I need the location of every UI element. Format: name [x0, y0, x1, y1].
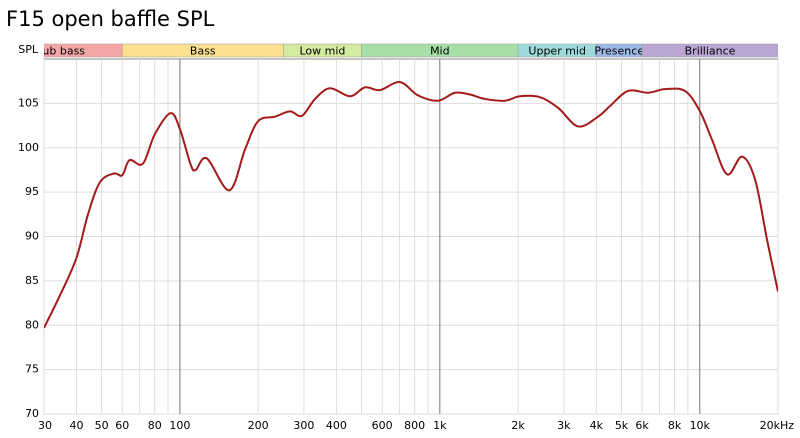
chart-title: F15 open baffle SPL	[6, 7, 215, 31]
x-tick-label: 100	[169, 419, 190, 432]
x-tick-label: 50	[95, 419, 109, 432]
x-tick-label: 300	[293, 419, 314, 432]
x-tick-label: 1k	[433, 419, 447, 432]
x-tick-label: 30	[38, 419, 52, 432]
grid	[43, 59, 779, 415]
y-tick-label: 100	[18, 141, 39, 154]
x-tick-label: 400	[326, 419, 347, 432]
y-axis-label: SPL	[18, 43, 39, 56]
x-tick-label: 10k	[690, 419, 711, 432]
band-label: Mid	[430, 45, 450, 58]
x-tick-label: 40	[69, 419, 83, 432]
y-tick-label: 90	[25, 230, 39, 243]
x-tick-label: 2k	[511, 419, 525, 432]
x-tick-label: 3k	[557, 419, 571, 432]
x-tick-label: 6k	[635, 419, 649, 432]
x-tick-label: 600	[372, 419, 393, 432]
x-tick-label: 20kHz	[760, 419, 795, 432]
band-label: Upper mid	[528, 45, 586, 58]
band-bar: Sub bass Bass Low mid Mid Upper mid Presence B…	[35, 43, 778, 58]
y-tick-label: 105	[18, 96, 39, 109]
band-label: Brilliance	[685, 45, 736, 58]
x-tick-label: 4k	[590, 419, 604, 432]
band-label: Presence	[594, 45, 644, 58]
y-tick-label: 95	[25, 185, 39, 198]
band	[641, 43, 778, 58]
band-label: Sub bass	[35, 45, 85, 58]
x-tick-label: 200	[248, 419, 269, 432]
y-tick-label: 75	[25, 363, 39, 376]
y-tick-label: 85	[25, 274, 39, 287]
x-tick-label: 80	[148, 419, 162, 432]
x-tick-label: 60	[115, 419, 129, 432]
x-tick-label: 5k	[615, 419, 629, 432]
band-label: Low mid	[300, 45, 346, 58]
x-tick-label: 800	[404, 419, 425, 432]
spl-line	[44, 81, 778, 329]
series	[44, 81, 778, 329]
y-tick-label: 70	[25, 407, 39, 420]
y-tick-label: 80	[25, 318, 39, 331]
band-label: Bass	[190, 45, 216, 58]
x-tick-label: 8k	[668, 419, 682, 432]
